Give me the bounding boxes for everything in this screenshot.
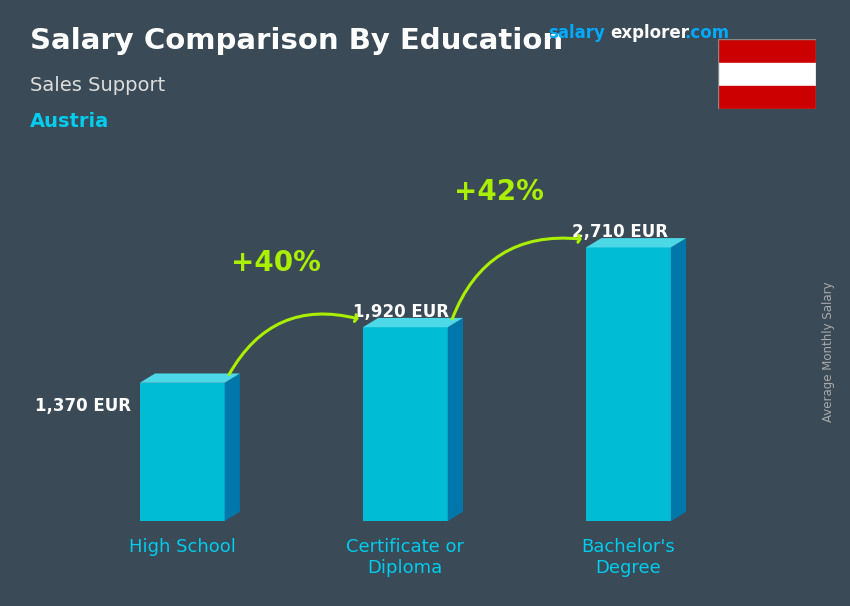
- Text: Austria: Austria: [30, 112, 109, 131]
- FancyBboxPatch shape: [586, 247, 671, 521]
- FancyBboxPatch shape: [363, 327, 448, 521]
- Text: +40%: +40%: [231, 248, 320, 276]
- Text: 1,920 EUR: 1,920 EUR: [353, 303, 449, 321]
- Bar: [718, 39, 816, 63]
- Polygon shape: [671, 238, 686, 521]
- Text: Sales Support: Sales Support: [30, 76, 165, 95]
- Polygon shape: [224, 373, 240, 521]
- Polygon shape: [448, 318, 463, 521]
- Bar: [718, 85, 816, 109]
- Text: Salary Comparison By Education: Salary Comparison By Education: [30, 27, 563, 55]
- FancyBboxPatch shape: [139, 383, 224, 521]
- Text: explorer: explorer: [610, 24, 689, 42]
- Text: 2,710 EUR: 2,710 EUR: [571, 224, 667, 241]
- Text: +42%: +42%: [454, 178, 544, 206]
- Text: 1,370 EUR: 1,370 EUR: [35, 397, 131, 415]
- Polygon shape: [363, 318, 463, 327]
- Polygon shape: [586, 238, 686, 247]
- Bar: [718, 63, 816, 85]
- Text: Average Monthly Salary: Average Monthly Salary: [822, 281, 836, 422]
- Text: salary: salary: [548, 24, 605, 42]
- Text: .com: .com: [684, 24, 729, 42]
- Polygon shape: [139, 373, 240, 383]
